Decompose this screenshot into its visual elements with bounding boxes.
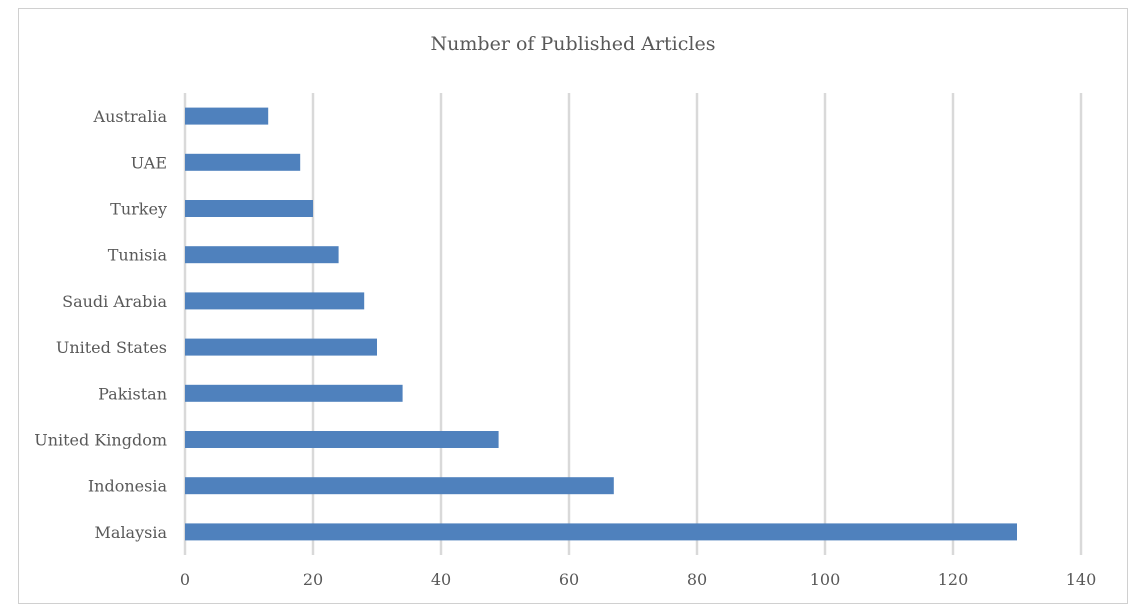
category-label-united-kingdom: United Kingdom xyxy=(34,431,167,450)
chart-frame: Number of Published Articles Australia UA… xyxy=(18,8,1128,604)
bar-australia xyxy=(185,107,269,125)
x-tick-label-60: 60 xyxy=(559,570,579,589)
bar-saudi-arabia xyxy=(185,292,365,310)
x-tick-label-80: 80 xyxy=(687,570,707,589)
bar-turkey xyxy=(185,200,313,217)
bar-chart: Australia UAE Turkey Tunisia Saudi Arabia Uni… xyxy=(34,93,1096,589)
category-label-united-states: United States xyxy=(56,338,167,357)
category-label-saudi-arabia: Saudi Arabia xyxy=(62,292,167,311)
x-tick-label-100: 100 xyxy=(810,570,841,589)
bar-united-kingdom xyxy=(185,431,499,448)
bar-united-states xyxy=(185,338,377,356)
bar-pakistan xyxy=(185,384,403,402)
category-label-pakistan: Pakistan xyxy=(98,384,167,403)
bars xyxy=(185,107,1017,541)
bar-indonesia xyxy=(185,477,614,495)
x-tick-label-120: 120 xyxy=(938,570,969,589)
category-label-australia: Australia xyxy=(93,107,168,126)
x-tick-label-140: 140 xyxy=(1066,570,1097,589)
category-label-turkey: Turkey xyxy=(110,200,167,219)
category-labels: Australia UAE Turkey Tunisia Saudi Arabia Uni… xyxy=(34,107,167,542)
category-label-uae: UAE xyxy=(131,153,167,172)
category-label-tunisia: Tunisia xyxy=(108,246,168,265)
x-tick-label-40: 40 xyxy=(431,570,451,589)
bar-tunisia xyxy=(185,246,339,264)
category-label-indonesia: Indonesia xyxy=(88,477,168,496)
x-axis-ticks: 0 20 40 60 80 100 120 140 xyxy=(180,570,1096,589)
bar-uae xyxy=(185,153,301,171)
bar-malaysia xyxy=(185,523,1017,541)
category-label-malaysia: Malaysia xyxy=(95,523,168,542)
chart-title: Number of Published Articles xyxy=(430,33,716,55)
x-tick-label-20: 20 xyxy=(303,570,323,589)
x-tick-label-0: 0 xyxy=(180,570,190,589)
